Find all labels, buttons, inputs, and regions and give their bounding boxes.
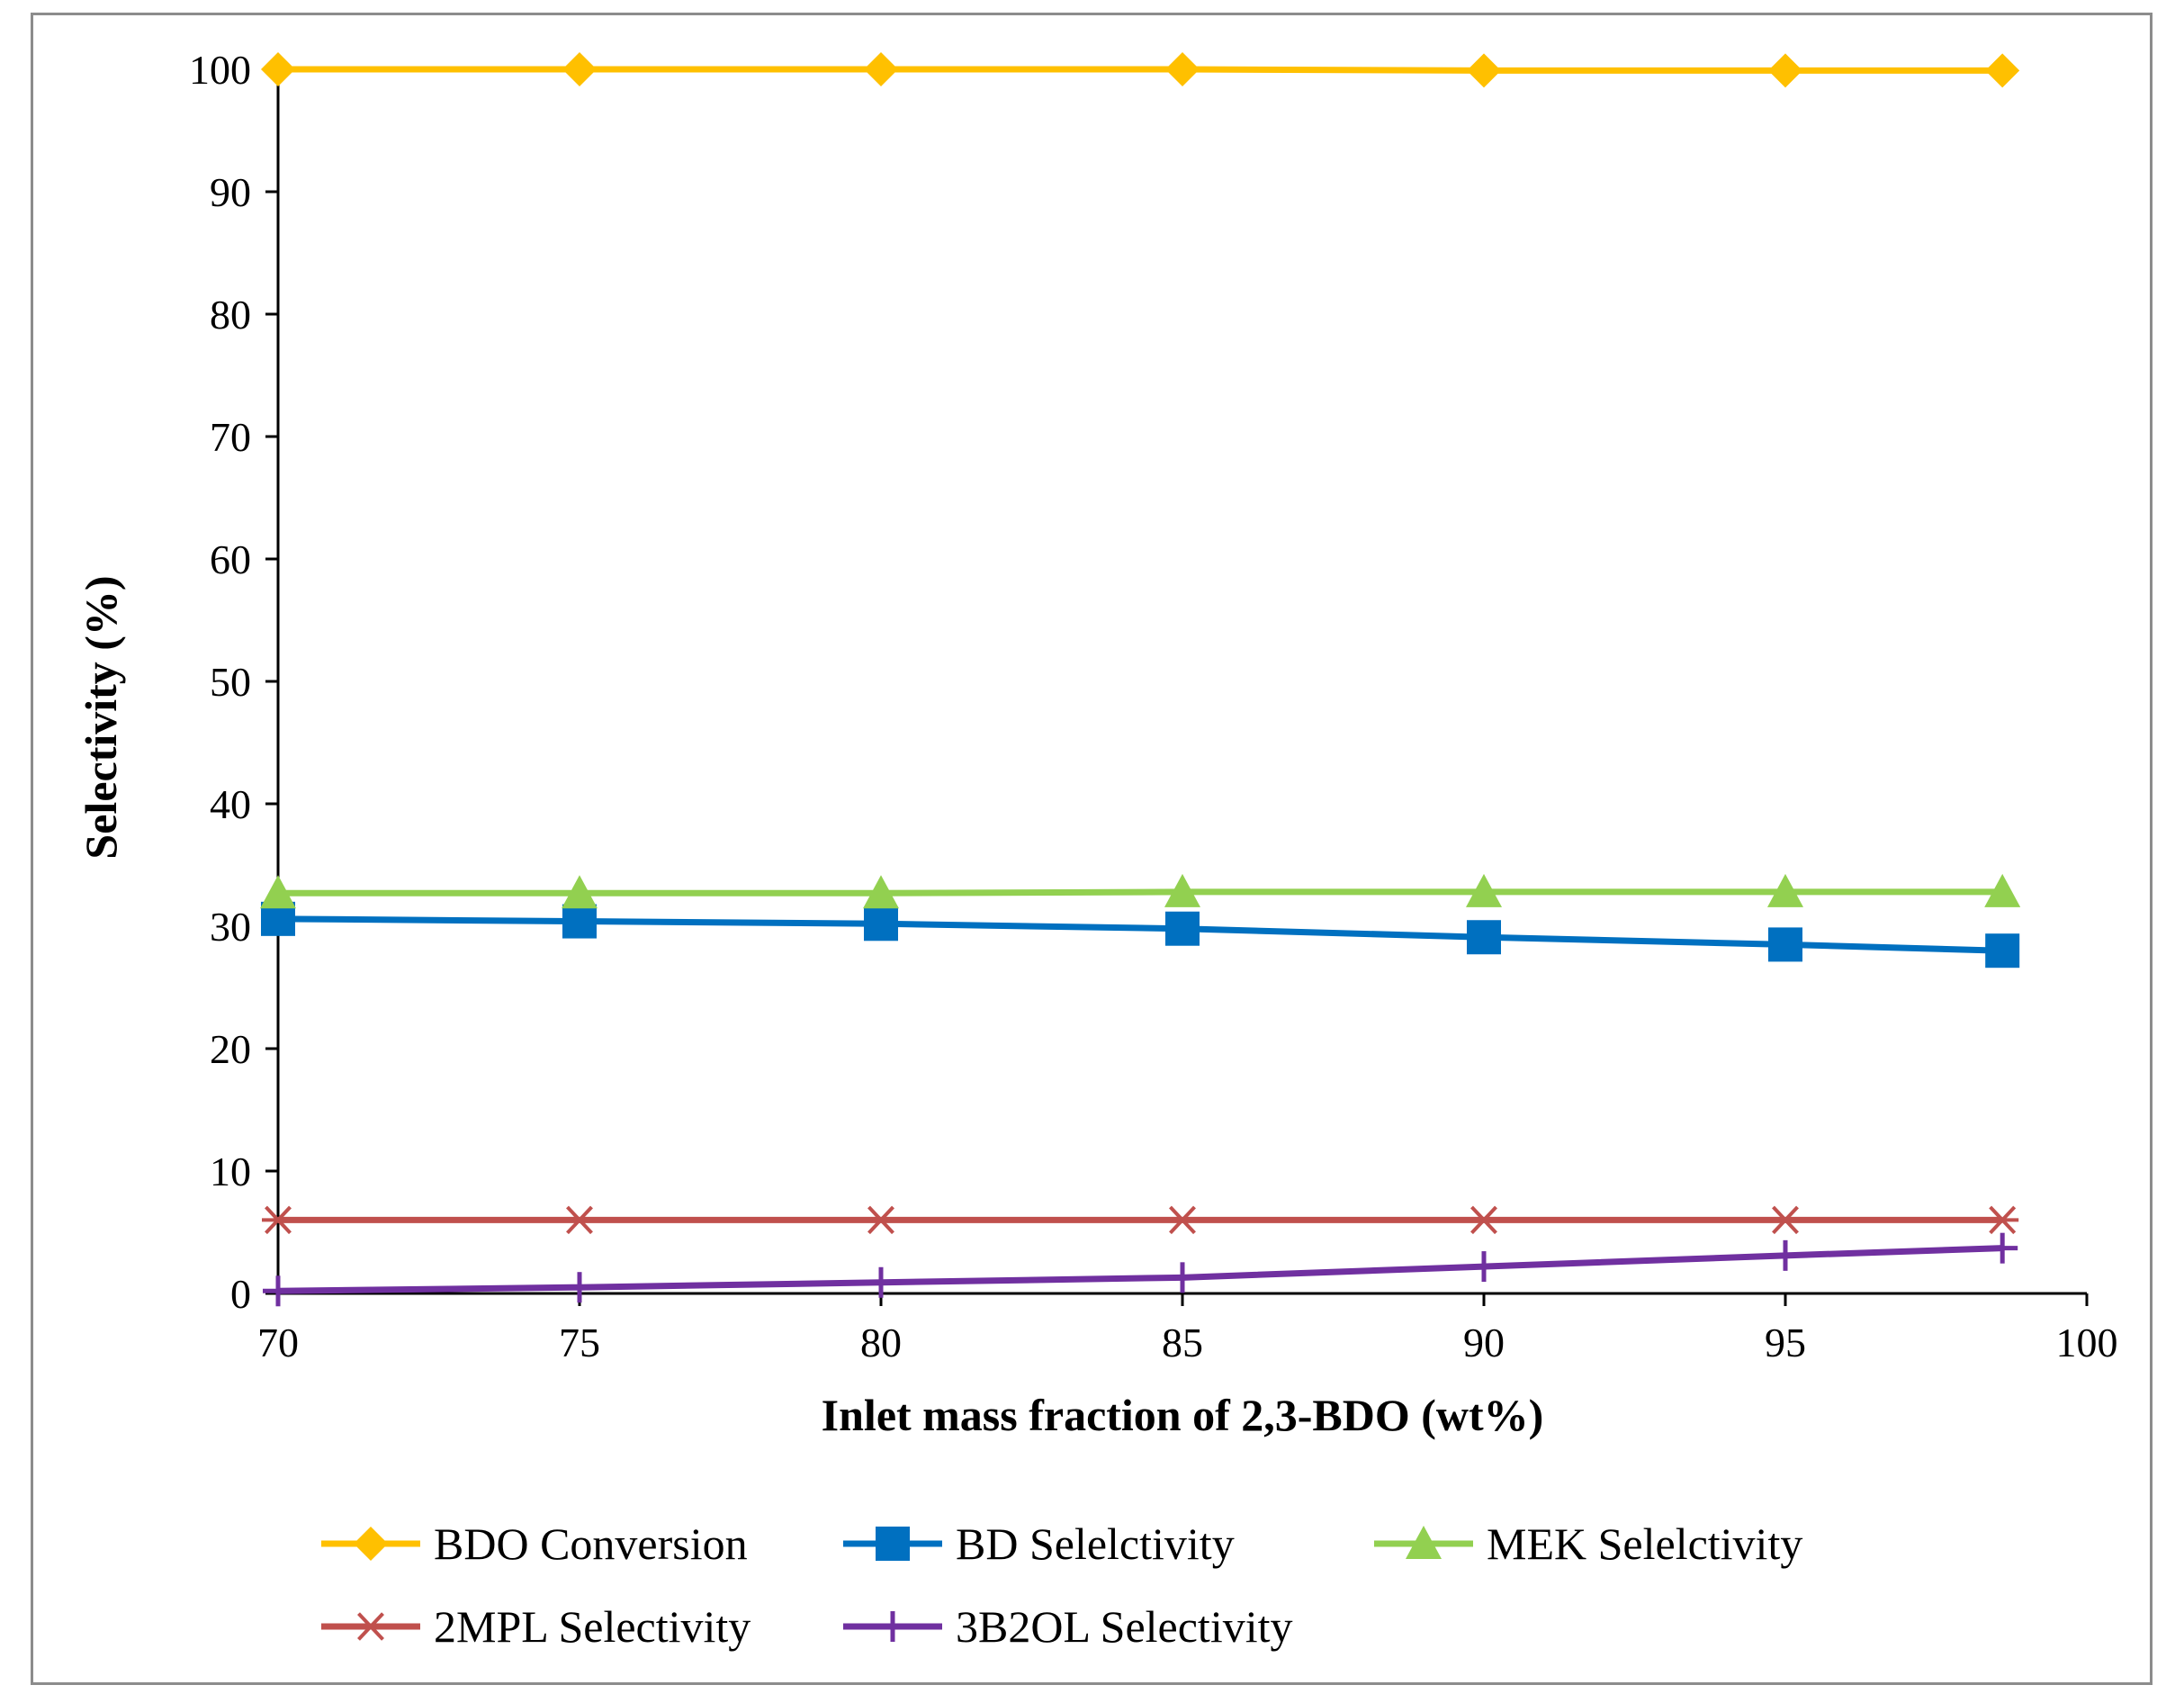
legend-item: BDO Conversion: [321, 1518, 748, 1569]
data-point: [1985, 933, 2020, 969]
series-4: [262, 1205, 2019, 1235]
legend-label: MEK Selelctivity: [1487, 1518, 1802, 1569]
data-point: [1987, 1232, 2018, 1264]
y-tick-label: 30: [210, 904, 251, 950]
y-tick-label: 0: [230, 1271, 251, 1317]
series-3: [260, 873, 2021, 909]
legend: BDO Conversion BD Selelctivity MEK Selelct…: [321, 1518, 1802, 1652]
legend-item: 2MPL Selectivity: [321, 1601, 750, 1652]
data-point: [563, 1205, 596, 1235]
legend-label: BD Selelctivity: [956, 1518, 1235, 1569]
data-point: [1770, 1239, 1801, 1271]
x-tick-label: 75: [559, 1320, 600, 1365]
series-line: [277, 1245, 2003, 1294]
legend-label: 2MPL Selectivity: [434, 1601, 750, 1652]
x-tick-label: 80: [860, 1320, 902, 1365]
legend-item: BD Selelctivity: [843, 1518, 1235, 1569]
series-5: [263, 1232, 2018, 1307]
legend-marker: [877, 1611, 908, 1642]
chart-frame: 0 10 20 30 40 50 60 70 80 90 100 70 75 80 85 90 95 100 In…: [31, 13, 2153, 1685]
y-tick-label: 80: [210, 292, 251, 338]
data-point: [564, 1272, 595, 1303]
data-point: [1769, 1205, 1802, 1235]
legend-marker: [354, 1527, 388, 1561]
legend-marker: [1406, 1526, 1442, 1559]
series-2: [261, 901, 2020, 969]
y-tick-label: 70: [210, 414, 251, 460]
x-tick-label: 85: [1162, 1320, 1203, 1365]
data-point: [866, 1266, 896, 1298]
data-point: [1467, 53, 1501, 88]
data-point: [1768, 927, 1802, 962]
data-point: [261, 52, 295, 86]
x-tick-label: 95: [1765, 1320, 1806, 1365]
y-tick-label: 100: [189, 47, 251, 93]
data-point: [1164, 873, 1200, 907]
y-tick-label: 20: [210, 1026, 251, 1072]
data-point: [1467, 920, 1501, 955]
data-point: [1165, 52, 1200, 86]
x-tick-label: 100: [2056, 1320, 2118, 1365]
data-point: [865, 1205, 897, 1235]
data-point: [1167, 1262, 1198, 1293]
data-point: [863, 875, 899, 909]
data-point: [260, 875, 296, 909]
x-tick-label: 70: [257, 1320, 299, 1365]
data-point: [562, 904, 597, 939]
y-tick-label: 60: [210, 536, 251, 582]
legend-label: 3B2OL Selectivity: [956, 1601, 1293, 1652]
data-point: [1767, 873, 1803, 907]
data-point: [864, 52, 898, 86]
line-chart: 0 10 20 30 40 50 60 70 80 90 100 70 75 80 85 90 95 100 In…: [76, 47, 2118, 1652]
series-line: [278, 66, 2003, 74]
series-line: [278, 888, 2003, 897]
series-layer: [260, 52, 2021, 1307]
data-point: [1986, 1205, 2019, 1235]
data-point: [1165, 911, 1200, 946]
data-point: [1985, 53, 2020, 88]
y-tick-label: 90: [210, 169, 251, 215]
x-tick-label: 90: [1463, 1320, 1505, 1365]
y-axis-title: Selectivity (%): [76, 575, 126, 859]
series-line: [277, 915, 2003, 954]
data-point: [1768, 53, 1802, 88]
series-1: [261, 52, 2020, 88]
y-tick-label: 40: [210, 781, 251, 827]
data-point: [1469, 1251, 1499, 1283]
y-tick-label: 50: [210, 659, 251, 705]
data-point: [1466, 873, 1502, 907]
legend-item: 3B2OL Selectivity: [843, 1601, 1293, 1652]
data-point: [262, 1205, 294, 1235]
data-point: [562, 52, 597, 86]
legend-item: MEK Selelctivity: [1374, 1518, 1802, 1569]
data-point: [1468, 1205, 1500, 1235]
y-tick-label: 10: [210, 1149, 251, 1194]
data-point: [263, 1275, 293, 1307]
legend-label: BDO Conversion: [434, 1518, 748, 1569]
legend-marker: [876, 1527, 910, 1561]
axes: 0 10 20 30 40 50 60 70 80 90 100 70 75 80 85 90 95 100: [189, 47, 2118, 1365]
data-point: [1984, 873, 2021, 907]
legend-marker: [355, 1612, 387, 1641]
data-point: [864, 906, 898, 942]
x-axis-title: Inlet mass fraction of 2,3-BDO (wt%): [822, 1390, 1544, 1440]
data-point: [1166, 1205, 1199, 1235]
data-point: [562, 875, 598, 909]
